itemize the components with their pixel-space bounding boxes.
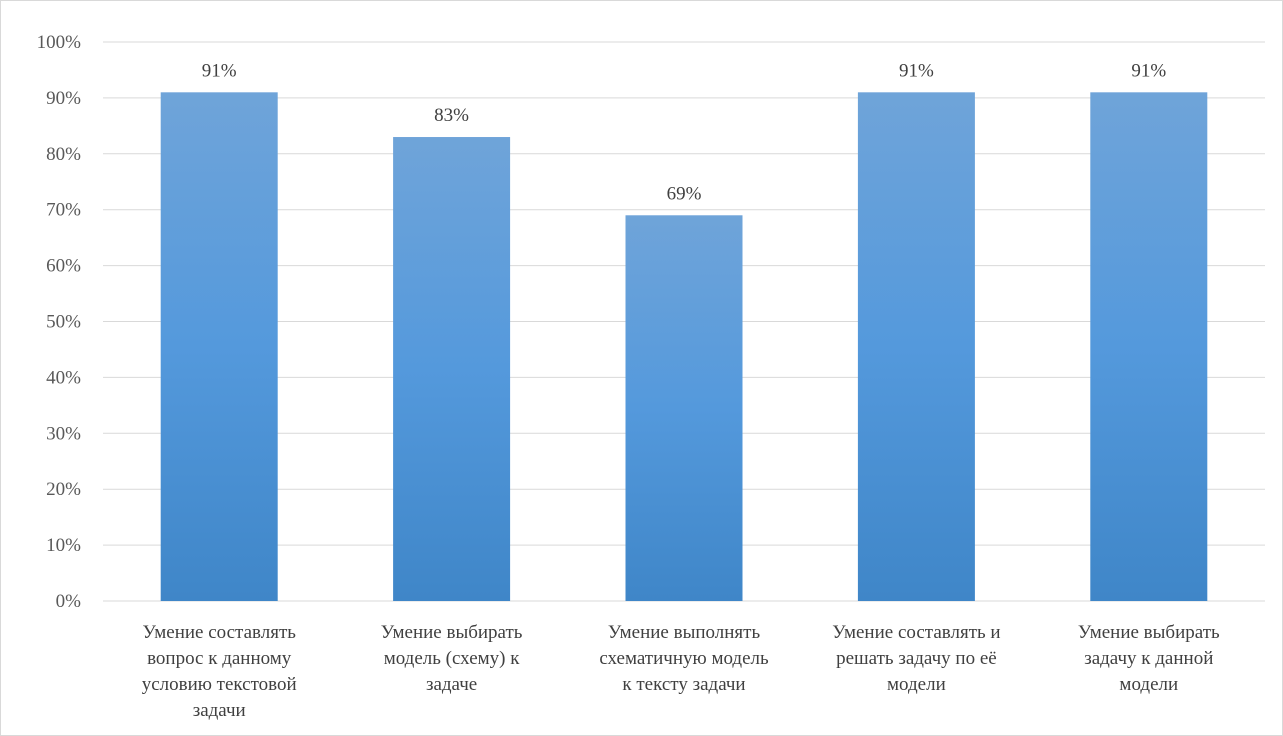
gridlines (103, 41, 1265, 602)
category-label: Умение выполнять схематичную модель к текс… (599, 622, 769, 695)
category-label-line: модель (схему) к (384, 648, 521, 669)
category-label-line: к тексту задачи (622, 674, 745, 695)
data-label: 69% (667, 183, 702, 204)
y-tick-label: 60% (46, 256, 81, 277)
bar-2 (393, 137, 511, 601)
y-tick-label: 70% (46, 200, 81, 221)
y-axis-ticks: 0% 10% 20% 30% 40% 50% 60% 70% 80% 90% 100% (37, 32, 82, 612)
category-label: Умение составлять вопрос к данному условию… (142, 622, 297, 721)
y-tick-label: 90% (46, 88, 81, 109)
category-label-line: задаче (426, 674, 477, 695)
y-tick-label: 100% (37, 32, 82, 53)
category-label-line: решать задачу по её (836, 648, 997, 669)
category-label: Умение составлять и решать задачу по её мо… (832, 622, 1000, 695)
category-label-line: модели (1119, 674, 1178, 695)
category-label-line: Умение выбирать (1078, 622, 1220, 643)
category-label-line: Умение составлять и (832, 622, 1000, 643)
data-label: 91% (899, 60, 934, 81)
bar-5 (1090, 92, 1208, 601)
y-tick-label: 0% (56, 591, 82, 612)
data-label: 83% (434, 105, 469, 126)
bar-1 (160, 92, 278, 601)
category-label: Умение выбирать задачу к данной модели (1078, 622, 1220, 695)
data-labels: 91% 83% 69% 91% 91% (202, 60, 1167, 204)
category-label-line: задачи (193, 700, 246, 721)
category-label-line: задачу к данной (1084, 648, 1213, 669)
category-label-line: вопрос к данному (147, 648, 292, 669)
data-label: 91% (202, 60, 237, 81)
category-label-line: схематичную модель (599, 648, 769, 669)
category-label-line: модели (887, 674, 946, 695)
category-label-line: Умение выполнять (608, 622, 761, 643)
y-tick-label: 50% (46, 312, 81, 333)
y-tick-label: 10% (46, 535, 81, 556)
bars (160, 92, 1208, 602)
data-label: 91% (1131, 60, 1166, 81)
y-tick-label: 30% (46, 423, 81, 444)
category-label-line: условию текстовой (142, 674, 297, 695)
y-tick-label: 80% (46, 144, 81, 165)
bar-3 (625, 215, 743, 602)
category-label-line: Умение составлять (142, 622, 296, 643)
category-label: Умение выбирать модель (схему) к задаче (381, 622, 523, 695)
category-label-line: Умение выбирать (381, 622, 523, 643)
y-tick-label: 40% (46, 367, 81, 388)
bar-4 (857, 92, 975, 601)
y-tick-label: 20% (46, 479, 81, 500)
category-labels: Умение составлять вопрос к данному условию… (142, 622, 1220, 721)
